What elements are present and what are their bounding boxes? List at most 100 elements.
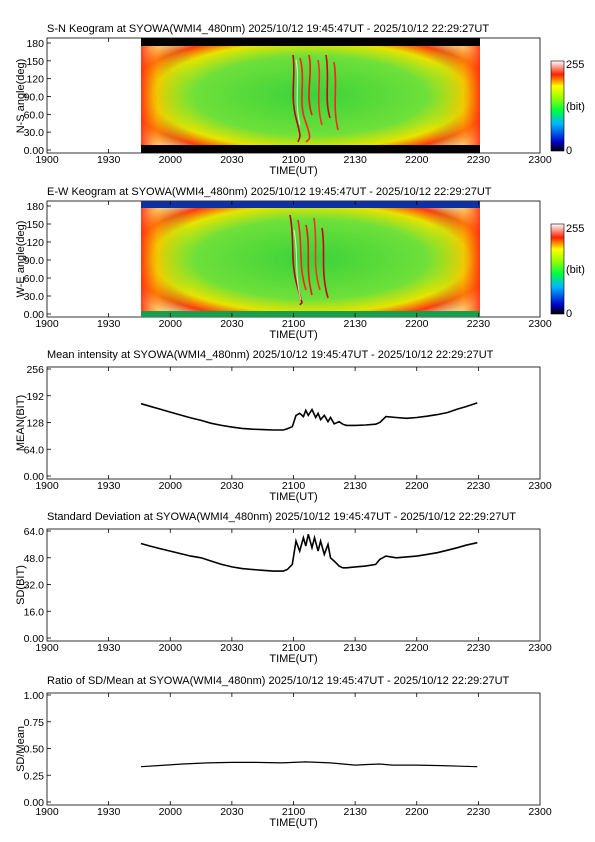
x-tick-label: 2200 (405, 642, 429, 654)
y-tick-label: 30.0 (24, 291, 45, 303)
y-axis-label: SD/Mean (15, 726, 27, 772)
x-axis-label: TIME(UT) (269, 329, 317, 341)
y-tick-label: 0.75 (24, 717, 45, 729)
x-ticks: 1900 1930 2000 2030 2100 2130 2200 2230 2300 TIME… (35, 529, 552, 665)
x-tick-label: 2230 (467, 318, 491, 330)
colorbar-min: 0 (566, 308, 572, 320)
sd-mean-ratio-chart: Ratio of SD/Mean at SYOWA(WMI4_480nm) 20… (15, 675, 552, 829)
x-tick-label: 1930 (97, 154, 121, 166)
keogram-image (141, 201, 480, 317)
y-tick-label: 0.50 (24, 744, 45, 756)
x-tick-label: 2230 (467, 642, 491, 654)
x-tick-label: 2200 (405, 318, 429, 330)
x-tick-label: 2030 (220, 806, 244, 818)
y-axis-label: N-S angle(deg) (15, 59, 27, 134)
aurora-arcs (292, 54, 339, 143)
keogram-top-band (141, 201, 480, 208)
y-tick-label: 0.00 (24, 309, 45, 321)
standard-deviation-chart: Standard Deviation at SYOWA(WMI4_480nm) … (15, 511, 552, 665)
y-tick-label: 192 (26, 391, 44, 403)
colorbar-min: 0 (566, 145, 572, 157)
x-ticks: 1900 1930 2000 2030 2100 2130 2200 2230 2300 TIME… (35, 38, 552, 177)
x-tick-label: 2000 (159, 806, 183, 818)
y-tick-label: 256 (26, 364, 44, 376)
x-tick-label: 2300 (528, 154, 552, 166)
chart-title: Mean intensity at SYOWA(WMI4_480nm) 2025… (47, 349, 494, 361)
y-tick-label: 90.0 (24, 92, 45, 104)
colorbar-max: 255 (566, 59, 584, 71)
y-tick-label: 0.25 (24, 770, 45, 782)
y-tick-label: 0.00 (24, 145, 45, 157)
x-tick-label: 2030 (220, 154, 244, 166)
y-tick-label: 16.0 (24, 606, 45, 618)
colorbar: 255 (bit) 0 (550, 223, 585, 320)
x-tick-label: 2000 (159, 642, 183, 654)
y-tick-label: 60.0 (24, 109, 45, 121)
x-tick-label: 1930 (97, 642, 121, 654)
x-tick-label: 2100 (282, 642, 306, 654)
x-tick-label: 2030 (220, 318, 244, 330)
x-tick-label: 1900 (35, 806, 59, 818)
x-ticks: 1900 1930 2000 2030 2100 2130 2200 2230 2300 TIME… (35, 201, 552, 341)
chart-title: Ratio of SD/Mean at SYOWA(WMI4_480nm) 20… (47, 675, 510, 687)
x-axis-label: TIME(UT) (269, 817, 317, 829)
y-ticks: 180 150 120 90.0 60.0 30.0 0.00 (24, 38, 51, 157)
x-tick-label: 2030 (220, 642, 244, 654)
y-ticks: 256 192 128 64.0 0.00 (24, 364, 51, 483)
x-tick-label: 2130 (343, 154, 367, 166)
x-tick-label: 2130 (343, 642, 367, 654)
y-tick-label: 0.00 (24, 797, 45, 809)
x-tick-label: 2030 (220, 480, 244, 492)
y-tick-label: 128 (26, 418, 44, 430)
y-tick-label: 90.0 (24, 255, 45, 267)
mean-intensity-chart: Mean intensity at SYOWA(WMI4_480nm) 2025… (15, 349, 552, 503)
x-tick-label: 2300 (528, 318, 552, 330)
x-tick-label: 1930 (97, 318, 121, 330)
y-tick-label: 1.00 (24, 690, 45, 702)
y-tick-label: 120 (26, 74, 44, 86)
panel-title: S-N Keogram at SYOWA(WMI4_480nm) 2025/10… (47, 23, 489, 35)
x-tick-label: 2200 (405, 154, 429, 166)
keogram-bottom-band (141, 145, 480, 153)
y-tick-label: 180 (26, 38, 44, 50)
x-tick-label: 2200 (405, 480, 429, 492)
sn-keogram-panel: S-N Keogram at SYOWA(WMI4_480nm) 2025/10… (15, 23, 585, 177)
keogram-top-band (141, 38, 480, 46)
x-ticks: 1900 1930 2000 2030 2100 2130 2200 2230 2300 TIME… (35, 693, 552, 829)
colorbar-max: 255 (566, 223, 584, 235)
y-tick-label: 0.00 (24, 633, 45, 645)
x-tick-label: 1930 (97, 806, 121, 818)
x-tick-label: 1900 (35, 318, 59, 330)
y-tick-label: 64.0 (24, 526, 45, 538)
chart-title: Standard Deviation at SYOWA(WMI4_480nm) … (47, 511, 516, 523)
series-line (140, 402, 478, 431)
y-tick-label: 64.0 (24, 444, 45, 456)
y-tick-label: 0.00 (24, 471, 45, 483)
x-tick-label: 2300 (528, 806, 552, 818)
x-tick-label: 1900 (35, 642, 59, 654)
y-tick-label: 30.0 (24, 127, 45, 139)
x-tick-label: 2100 (282, 480, 306, 492)
y-ticks: 1.00 0.75 0.50 0.25 0.00 (24, 690, 51, 809)
keogram-bottom-band (141, 311, 480, 317)
x-tick-label: 2000 (159, 318, 183, 330)
x-tick-label: 2130 (343, 318, 367, 330)
x-tick-label: 2130 (343, 480, 367, 492)
x-tick-label: 2200 (405, 806, 429, 818)
plot-frame (46, 692, 541, 806)
x-tick-label: 1900 (35, 154, 59, 166)
y-tick-label: 150 (26, 219, 44, 231)
keogram-image (141, 38, 480, 153)
colorbar-unit: (bit) (566, 264, 585, 276)
y-axis-label: MEAN(BIT) (15, 395, 27, 451)
x-axis-label: TIME(UT) (269, 653, 317, 665)
x-tick-label: 1930 (97, 480, 121, 492)
series-line (140, 534, 478, 572)
x-tick-label: 2230 (467, 480, 491, 492)
x-tick-label: 1900 (35, 480, 59, 492)
x-tick-label: 2100 (282, 318, 306, 330)
y-ticks: 180 150 120 90.0 60.0 30.0 0.00 (24, 201, 51, 321)
x-tick-label: 2230 (467, 154, 491, 166)
x-axis-label: TIME(UT) (269, 165, 317, 177)
